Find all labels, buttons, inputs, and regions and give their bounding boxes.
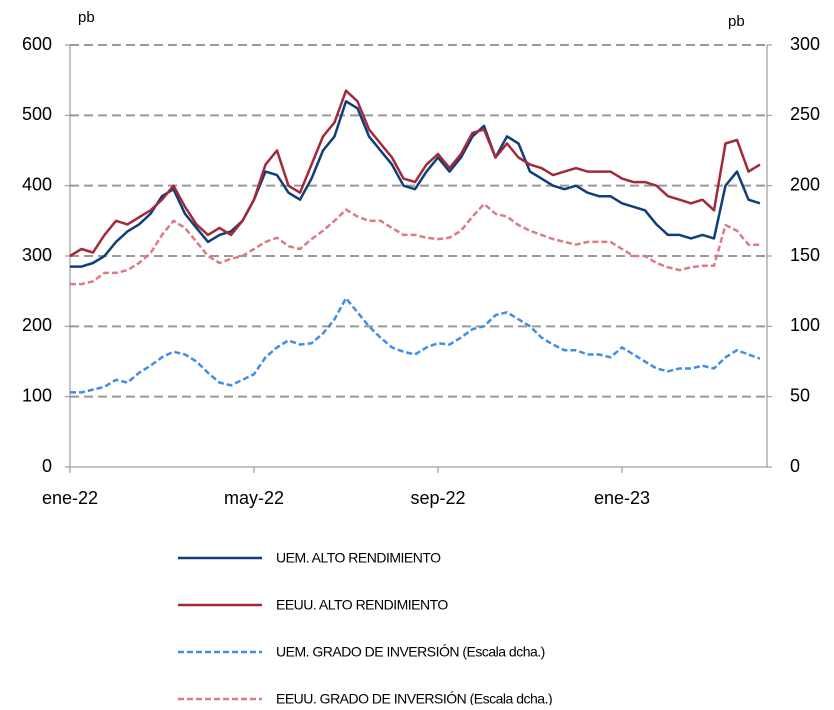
y-tick-label: 500 [22,104,52,124]
y2-tick-label: 250 [790,104,820,124]
y2-tick-label: 100 [790,315,820,335]
legend-label: UEM. ALTO RENDIMIENTO [276,550,441,566]
x-tick-label: may-22 [224,488,284,508]
series-line [69,89,761,258]
x-tick-label: ene-22 [42,488,98,508]
legend-label: EEUU. GRADO DE INVERSIÓN (Escala dcha.) [276,691,552,705]
y2-tick-label: 300 [790,34,820,54]
y2-tick-label: 0 [790,456,800,476]
y2-tick-label: 200 [790,174,820,194]
series-line [70,202,760,286]
series-line [70,100,761,268]
y-tick-label: 200 [22,315,52,335]
series-line [70,296,761,394]
y-tick-label: 400 [22,174,52,194]
x-tick-label: ene-23 [594,488,650,508]
x-tick-label: sep-22 [410,488,465,508]
y2-tick-label: 50 [790,385,810,405]
y2-tick-label: 150 [790,245,820,265]
y-tick-label: 300 [22,245,52,265]
legend-label: EEUU. ALTO RENDIMIENTO [276,597,448,613]
y2-axis-unit: pb [728,13,745,30]
y-tick-label: 0 [42,456,52,476]
y-tick-label: 600 [22,34,52,54]
legend-label: UEM. GRADO DE INVERSIÓN (Escala dcha.) [276,644,545,660]
y-axis-unit: pb [78,9,95,26]
y-tick-label: 100 [22,385,52,405]
